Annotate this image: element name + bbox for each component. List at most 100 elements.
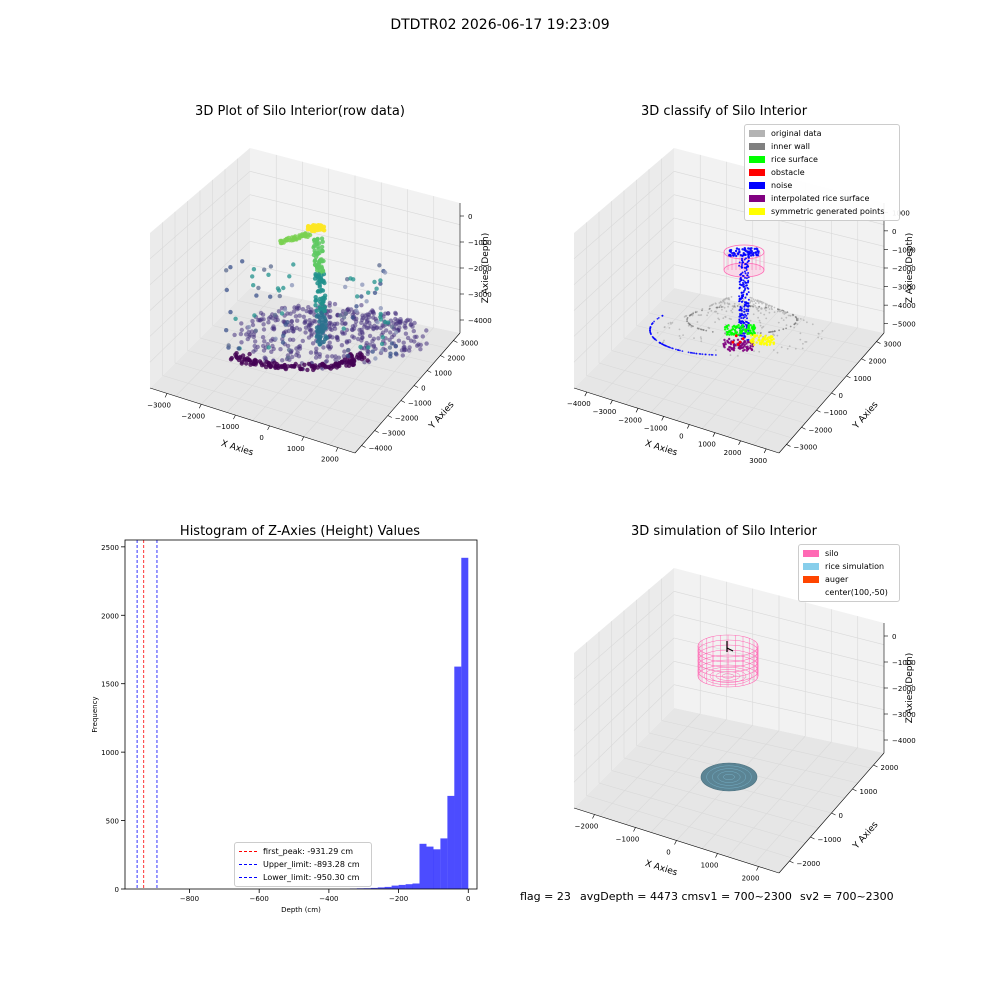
original-point: [727, 297, 730, 300]
gridline: [753, 327, 858, 446]
x-tick: [633, 827, 636, 832]
auger-blade: [726, 647, 734, 652]
data-point: [254, 293, 259, 298]
data-point: [252, 313, 257, 318]
inner-wall-point: [711, 331, 714, 333]
symmetric-point: [772, 337, 775, 341]
noise-point: [738, 287, 741, 290]
symmetric-point: [767, 339, 770, 342]
x-tick: [610, 400, 613, 405]
data-point: [283, 365, 288, 371]
data-point: [297, 343, 303, 349]
data-point: [287, 337, 293, 342]
y-tick-label: −3000: [382, 430, 406, 438]
inner-wall-point: [778, 329, 780, 332]
histogram-bar: [433, 849, 441, 889]
y-axis-label: Y Axies: [851, 820, 881, 852]
rice-surface-point: [725, 324, 729, 328]
noise-point: [649, 330, 651, 333]
rice-surface-point: [749, 329, 752, 332]
data-point: [345, 277, 350, 282]
data-point: [270, 316, 275, 321]
x-tick: [233, 414, 236, 420]
noise-point: [679, 349, 681, 352]
data-point: [351, 359, 357, 364]
data-point: [236, 346, 241, 351]
obstacle-point: [736, 343, 740, 346]
data-point: [404, 318, 409, 324]
x-axis-label: X Axies: [220, 439, 255, 459]
original-point: [794, 347, 797, 350]
data-point: [295, 318, 300, 323]
original-point: [765, 309, 767, 312]
data-point: [366, 345, 371, 350]
original-point: [737, 355, 739, 357]
data-point: [287, 274, 292, 279]
gridline: [249, 264, 461, 312]
inner-wall-point: [690, 324, 693, 327]
gridline: [249, 194, 461, 247]
inner-wall-point: [782, 328, 785, 331]
data-point: [424, 341, 429, 346]
data-point: [373, 356, 378, 361]
data-point: [272, 364, 278, 369]
data-point: [324, 335, 329, 340]
data-point: [347, 339, 352, 344]
x-tick: [674, 840, 677, 845]
data-point: [378, 311, 383, 317]
data-point: [306, 335, 312, 340]
data-point: [297, 327, 303, 332]
data-point: [320, 269, 326, 274]
noise-point: [754, 251, 757, 254]
raw-3d-plot: −3000 −2000 −1000 0 1000 2000 −4000 −3000 −2000 −…: [147, 148, 492, 464]
z-tick-label: −2000: [468, 265, 492, 273]
data-point: [280, 340, 286, 345]
original-point: [710, 309, 713, 312]
data-point: [372, 279, 377, 285]
data-point: [293, 314, 299, 319]
x-tick-label: 2000: [724, 449, 742, 457]
interpolated-point: [746, 348, 750, 351]
gridline: [661, 720, 871, 769]
original-point: [762, 325, 765, 328]
noise-point: [671, 347, 673, 350]
x-tick: [584, 391, 588, 397]
data-point: [286, 347, 292, 353]
data-point: [359, 338, 364, 343]
noise-point: [651, 323, 653, 325]
rice-surface-point: [739, 327, 743, 330]
inner-wall-point: [724, 332, 726, 335]
noise-point: [740, 317, 743, 319]
interpolated-point: [729, 346, 732, 349]
data-point: [247, 332, 253, 338]
original-point: [757, 300, 759, 303]
noise-point: [687, 351, 690, 354]
data-point: [258, 360, 264, 366]
data-point: [266, 345, 271, 350]
data-point: [292, 305, 297, 310]
data-point: [263, 364, 269, 370]
data-point: [321, 345, 326, 350]
histogram-bar: [412, 883, 420, 889]
data-point: [315, 251, 320, 256]
x-tick-label: −4000: [567, 400, 591, 408]
gridline: [701, 735, 806, 849]
legend-item-center: center(100,-50): [803, 586, 895, 599]
noise-point: [738, 261, 741, 264]
y-axis-line: [354, 332, 461, 454]
original-point: [707, 311, 710, 314]
gridline: [673, 591, 885, 645]
data-point: [250, 274, 255, 279]
data-point: [266, 272, 271, 277]
interpolated-point: [745, 342, 748, 345]
noise-point: [715, 354, 717, 356]
noise-point: [746, 261, 749, 264]
gridline: [149, 171, 251, 260]
y-tick-label: −4000: [369, 445, 393, 453]
data-point: [271, 324, 276, 329]
noise-point: [743, 305, 746, 308]
plot-title-raw: 3D Plot of Silo Interior(row data): [195, 104, 405, 119]
legend-line: [239, 864, 257, 865]
noise-point: [704, 353, 707, 356]
gridline: [673, 241, 885, 290]
